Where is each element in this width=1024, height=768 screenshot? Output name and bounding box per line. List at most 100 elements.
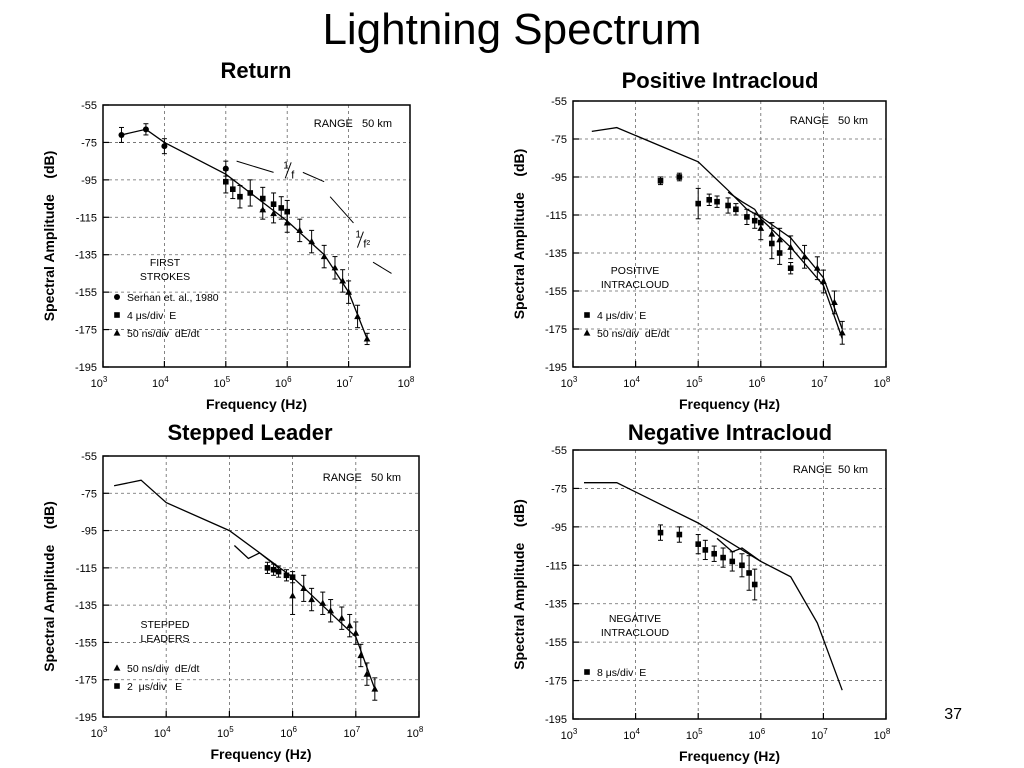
x-tick-base: 10 — [152, 378, 164, 390]
data-point-square — [264, 565, 271, 571]
x-tick-exponent: 6 — [287, 375, 292, 384]
x-tick-label: 105 — [686, 727, 703, 742]
x-tick-exponent: 7 — [356, 725, 361, 734]
y-tick-label: -95 — [551, 172, 567, 184]
y-tick-label: -195 — [545, 714, 567, 726]
x-tick-label: 103 — [91, 375, 108, 390]
data-point-triangle — [801, 253, 808, 260]
data-point-circle — [118, 131, 125, 138]
y-tick-label: -195 — [545, 362, 567, 374]
x-tick-exponent: 3 — [103, 375, 108, 384]
x-tick-base: 10 — [811, 730, 823, 742]
legend-marker-triangle — [113, 329, 121, 336]
x-tick-exponent: 8 — [886, 727, 891, 736]
category-label-line: LEADERS — [140, 633, 189, 645]
data-point-triangle — [371, 685, 379, 692]
legend-marker-square — [114, 683, 120, 689]
y-axis-label: Spectral Amplitude (dB) — [511, 499, 527, 670]
data-point-triangle — [339, 277, 347, 284]
x-tick-exponent: 4 — [164, 375, 169, 384]
x-tick-exponent: 5 — [229, 725, 234, 734]
legend-label: 50 ns/div dE/dt — [597, 328, 669, 340]
x-tick-exponent: 7 — [348, 375, 353, 384]
legend-label: 4 μs/div E — [127, 310, 176, 322]
legend-label: Serhan et. al., 1980 — [127, 292, 219, 304]
range-label: RANGE 50 km — [790, 115, 868, 127]
slope-reference-line — [236, 160, 274, 173]
x-tick-label: 108 — [874, 375, 891, 390]
data-point-square — [706, 197, 713, 203]
y-tick-label: -115 — [546, 560, 567, 572]
data-point-triangle — [820, 277, 827, 285]
plot-frame — [102, 104, 411, 368]
data-point-circle — [142, 126, 149, 133]
data-point-triangle — [363, 335, 371, 342]
y-tick-label: -175 — [75, 325, 97, 337]
x-axis-label: Frequency (Hz) — [210, 746, 311, 762]
x-tick-base: 10 — [407, 728, 419, 740]
legend-label: 50 ns/div dE/dt — [127, 328, 199, 340]
x-axis-label: Frequency (Hz) — [679, 748, 780, 764]
y-tick-label: -155 — [75, 287, 97, 299]
range-label: RANGE 50 km — [793, 464, 868, 476]
range-label: RANGE 50 km — [314, 118, 392, 130]
y-tick-label: -75 — [81, 137, 97, 149]
x-tick-base: 10 — [336, 378, 348, 390]
y-tick-label: -175 — [75, 675, 97, 687]
x-tick-exponent: 8 — [886, 375, 891, 384]
spectrum-curve-0 — [121, 128, 368, 340]
category-label-line: STEPPED — [140, 619, 189, 631]
data-point-triangle — [319, 599, 327, 606]
data-point-triangle — [352, 629, 360, 636]
x-tick-exponent: 8 — [410, 375, 415, 384]
data-point-square — [702, 547, 709, 553]
y-tick-label: -155 — [545, 286, 567, 298]
x-tick-label: 103 — [561, 727, 578, 742]
data-point-triangle — [346, 622, 354, 629]
x-tick-exponent: 6 — [292, 725, 297, 734]
x-tick-base: 10 — [623, 378, 635, 390]
x-tick-label: 106 — [275, 375, 292, 390]
data-point-square — [278, 205, 285, 211]
data-point-square — [787, 265, 794, 271]
data-point-triangle — [338, 614, 346, 621]
x-tick-label: 103 — [91, 725, 108, 740]
data-point-triangle — [283, 219, 291, 226]
category-label-line: FIRST — [150, 257, 181, 269]
y-axis-label: Spectral Amplitude (dB) — [511, 149, 527, 320]
slope-label-denominator: f² — [363, 239, 370, 251]
x-tick-base: 10 — [343, 728, 355, 740]
category-label-line: POSITIVE — [611, 265, 659, 277]
plot-frame — [572, 100, 887, 368]
x-tick-exponent: 4 — [635, 375, 640, 384]
x-axis-label: Frequency (Hz) — [679, 396, 780, 412]
x-tick-exponent: 3 — [103, 725, 108, 734]
y-tick-label: -75 — [551, 483, 567, 495]
data-point-square — [657, 529, 664, 536]
category-label-line: INTRACLOUD — [601, 279, 670, 291]
x-tick-label: 105 — [217, 725, 234, 740]
data-point-square — [751, 581, 758, 588]
legend-marker-circle — [114, 294, 120, 300]
x-tick-label: 106 — [748, 375, 765, 390]
data-point-circle — [161, 143, 168, 150]
slope-reference-line — [302, 171, 325, 183]
data-point-triangle — [813, 264, 821, 271]
x-tick-label: 104 — [623, 375, 640, 390]
y-tick-label: -115 — [546, 210, 567, 222]
data-point-square — [676, 531, 683, 538]
legend-marker-triangle — [583, 329, 591, 336]
data-point-square — [725, 202, 731, 209]
chart-title-stepped-leader: Stepped Leader — [167, 420, 333, 445]
y-tick-label: -115 — [76, 212, 97, 224]
slope-label-numerator: 1 — [283, 160, 289, 171]
y-tick-label: -55 — [551, 445, 567, 457]
legend-marker-square — [584, 312, 590, 318]
data-point-triangle — [320, 252, 328, 260]
data-point-triangle — [345, 288, 352, 295]
x-tick-label: 107 — [811, 375, 828, 390]
y-tick-label: -75 — [551, 134, 567, 146]
x-tick-base: 10 — [686, 730, 698, 742]
